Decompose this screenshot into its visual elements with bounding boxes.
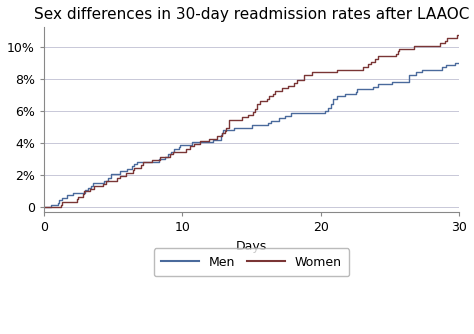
Title: Sex differences in 30-day readmission rates after LAAOC: Sex differences in 30-day readmission ra… [34,7,469,22]
Legend: Men, Women: Men, Women [154,248,349,276]
X-axis label: Days: Days [236,240,267,253]
